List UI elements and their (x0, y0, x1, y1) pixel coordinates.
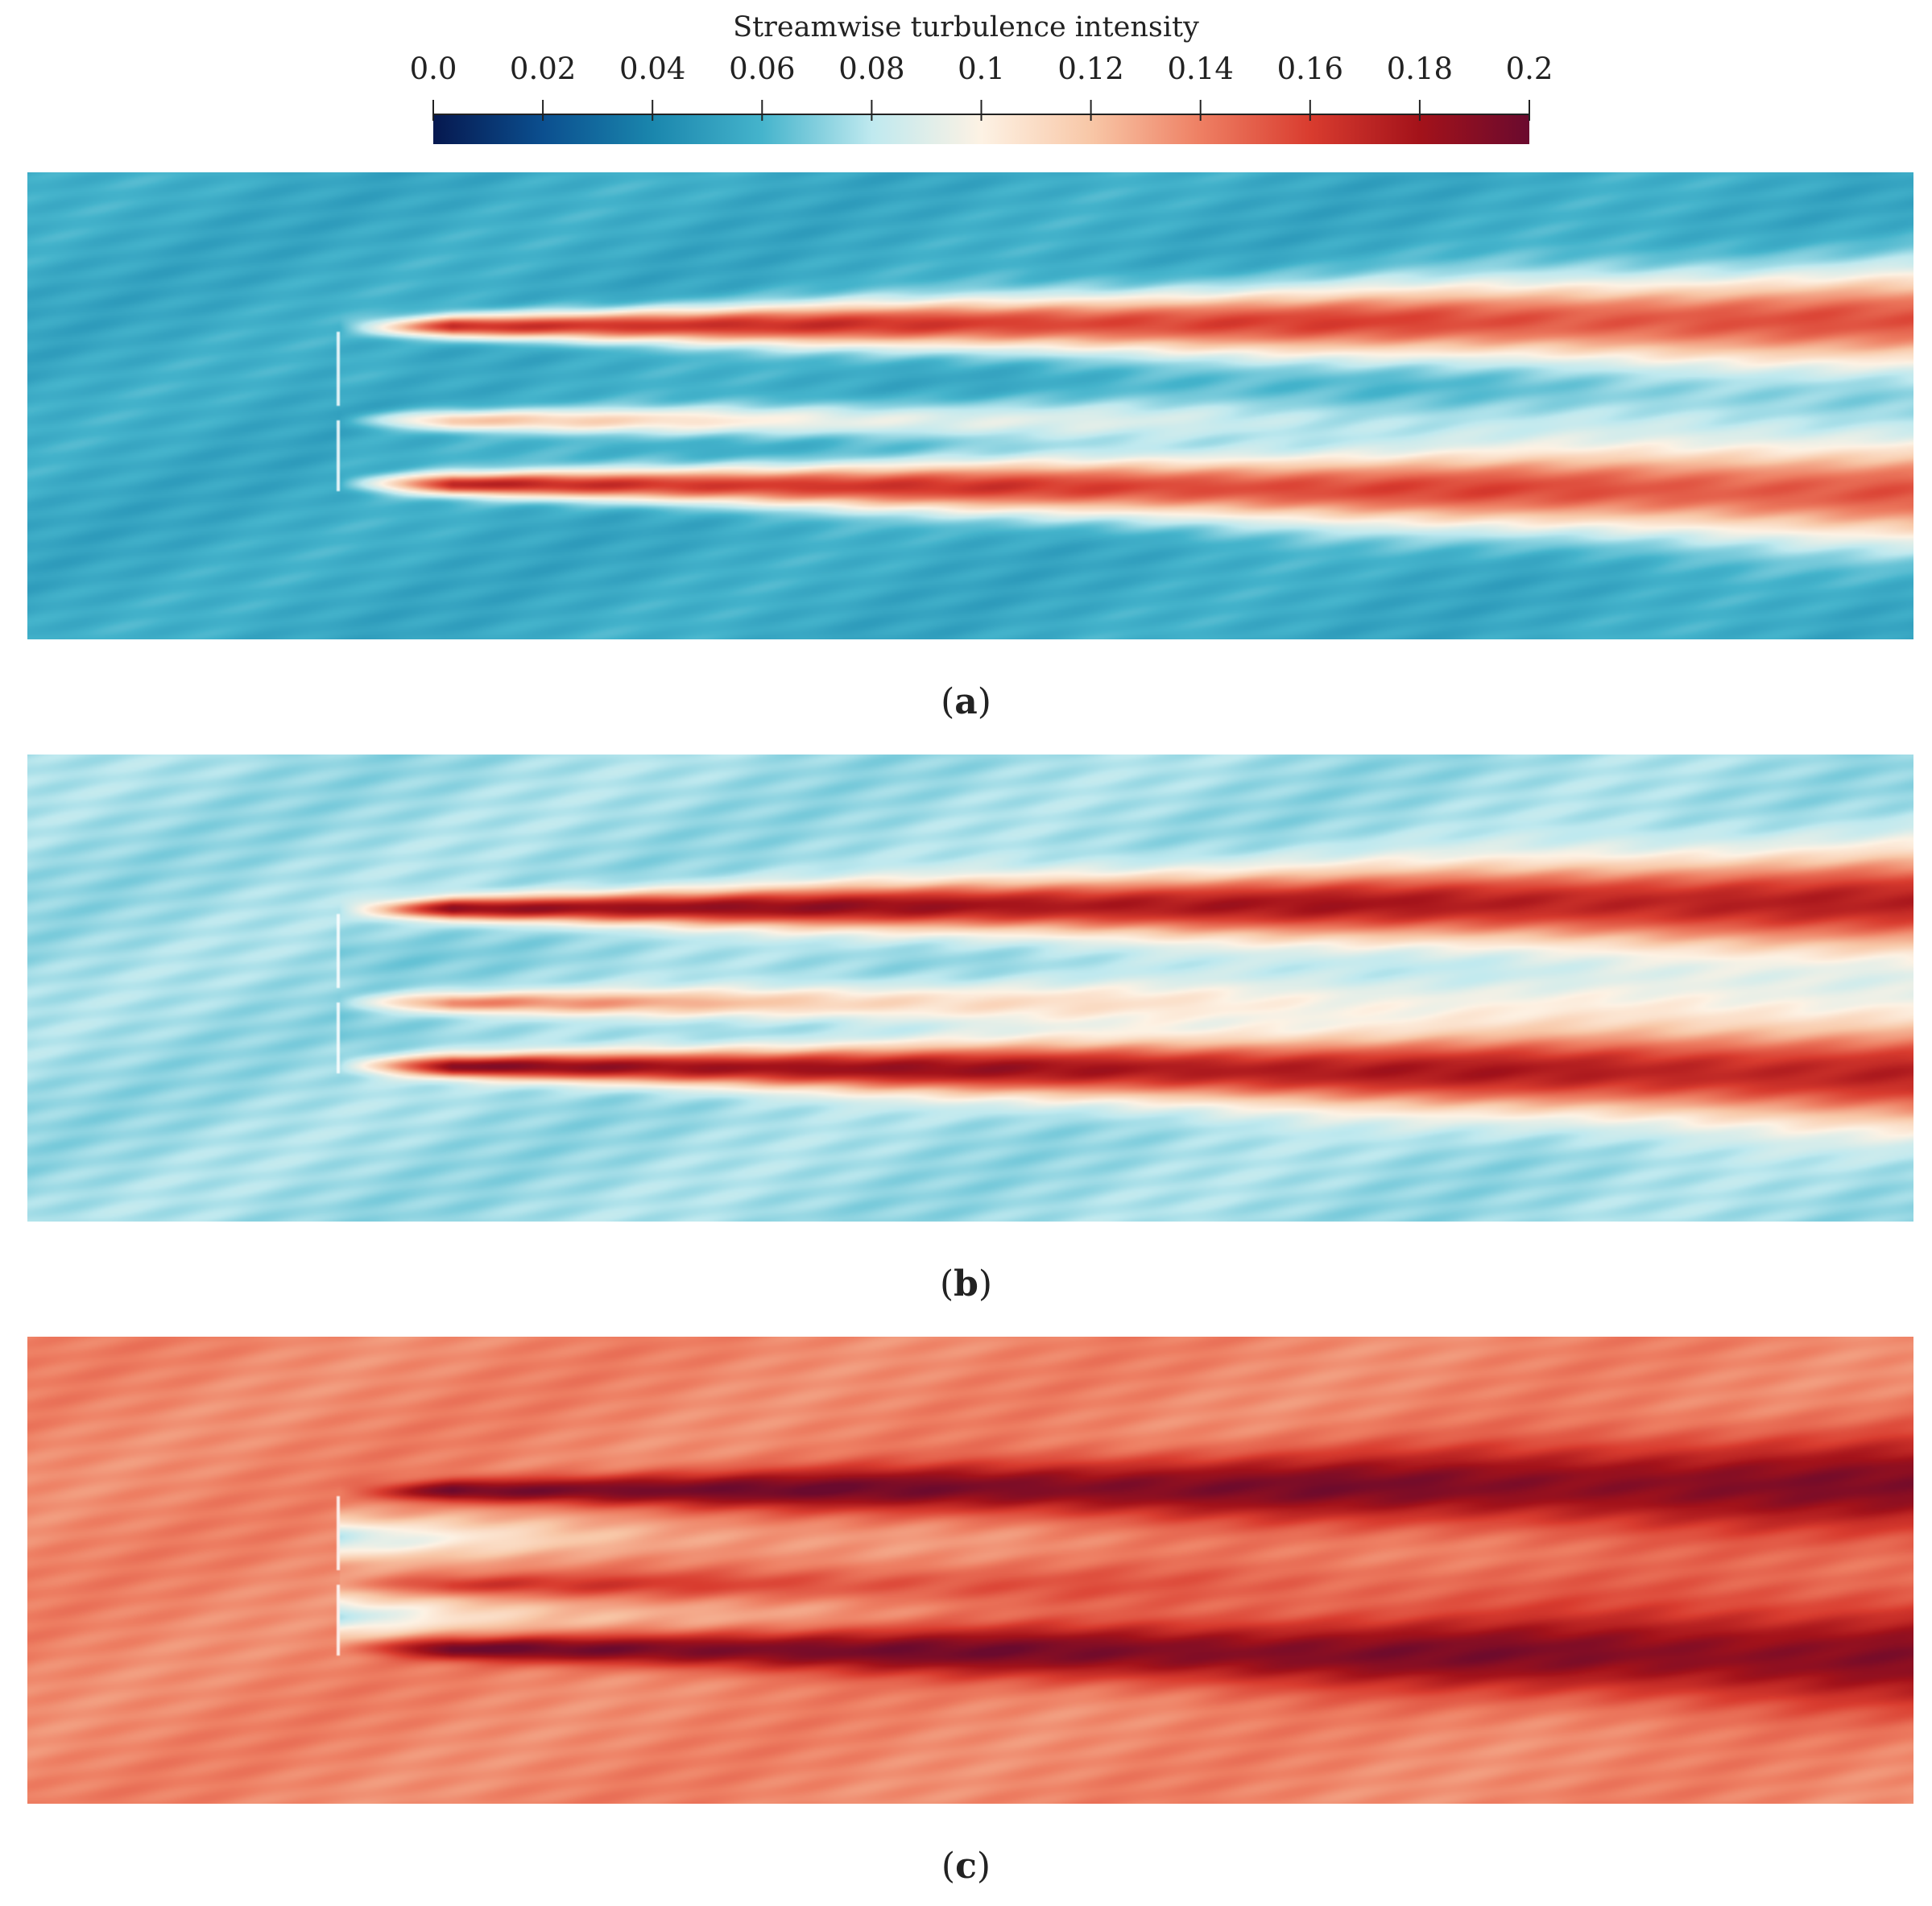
colorbar-tick-label: 0.14 (1167, 52, 1234, 86)
panel-caption-a: (a) (941, 681, 991, 722)
colorbar-tick-label: 0.16 (1276, 52, 1343, 86)
panel-label-a: a (954, 681, 978, 722)
heatmap-panel-a (27, 172, 1913, 639)
colorbar-tick-label: 0.04 (618, 52, 686, 86)
heatmap-panel-c (27, 1337, 1913, 1804)
colorbar-tick-label: 0.06 (729, 52, 796, 86)
colorbar-tick-label: 0.08 (838, 52, 905, 86)
colorbar-tick-label: 0.12 (1057, 52, 1124, 86)
panel-caption-b: (b) (939, 1263, 993, 1304)
panel-label-c: c (955, 1846, 977, 1887)
colorbar-tick-label: 0.2 (1505, 52, 1553, 86)
colorbar-tick-label: 0.18 (1386, 52, 1454, 86)
panel-label-b: b (954, 1263, 978, 1304)
colorbar-tick-label: 0.1 (958, 52, 1005, 86)
colorbar-title: Streamwise turbulence intensity (733, 11, 1199, 43)
heatmap-panel-b (27, 755, 1913, 1222)
colorbar (432, 100, 1530, 144)
panel-caption-c: (c) (941, 1846, 991, 1887)
colorbar-tick-label: 0.02 (509, 52, 577, 86)
colorbar-tick-label: 0.0 (409, 52, 457, 86)
